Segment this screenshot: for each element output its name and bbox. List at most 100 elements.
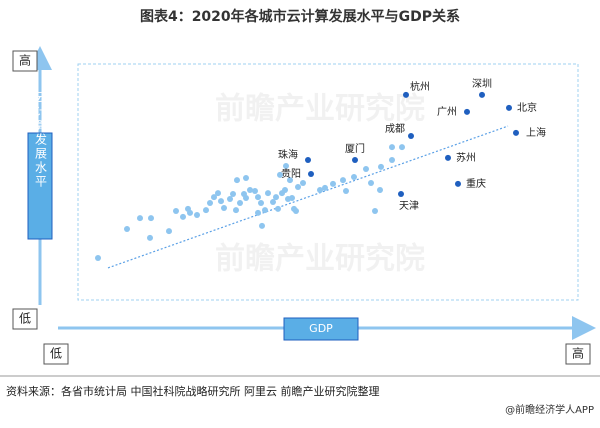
y-low-box — [12, 308, 38, 330]
source: 资料来源：各省市统计局 中国社科院战略研究所 阿里云 前瞻产业研究院整理 — [6, 384, 380, 398]
point — [180, 213, 186, 220]
point — [293, 208, 299, 215]
x-high-box — [565, 343, 591, 365]
point — [408, 132, 414, 139]
chart-title: 图表4：2020年各城市云计算发展水平与GDP关系 — [140, 8, 460, 25]
point — [513, 129, 519, 136]
point — [378, 163, 384, 170]
point — [363, 166, 369, 173]
point-label: 天津 — [399, 200, 419, 212]
point-label: 重庆 — [466, 177, 486, 190]
point — [237, 200, 243, 207]
point — [308, 170, 314, 177]
x-low-box — [43, 343, 69, 365]
point — [252, 187, 258, 194]
point — [352, 157, 358, 164]
point — [275, 205, 281, 212]
point — [166, 228, 172, 235]
point — [445, 154, 451, 161]
point — [211, 194, 217, 201]
point — [479, 91, 485, 98]
point — [243, 174, 249, 181]
x-label-box — [283, 317, 359, 341]
point — [215, 190, 221, 197]
point-label: 上海 — [526, 126, 546, 139]
point — [305, 157, 311, 164]
point — [389, 157, 395, 164]
point — [259, 222, 265, 229]
point — [398, 191, 404, 198]
point — [322, 184, 328, 191]
point — [227, 195, 233, 202]
point — [194, 212, 200, 219]
point — [255, 209, 261, 216]
point-label: 苏州 — [456, 151, 476, 164]
y-high-box — [12, 50, 38, 72]
point — [372, 208, 378, 215]
point-label: 珠海 — [278, 148, 298, 161]
point — [262, 207, 268, 214]
point — [403, 91, 409, 98]
point — [340, 177, 346, 184]
point-label: 杭州 — [410, 80, 430, 93]
point — [258, 200, 264, 207]
point — [287, 177, 293, 184]
point — [173, 208, 179, 215]
x-axis-label: GDP — [309, 322, 333, 335]
point — [234, 177, 240, 184]
point — [221, 204, 227, 211]
point-label: 深圳 — [472, 78, 492, 90]
point — [255, 194, 261, 201]
x-high: 高 — [572, 346, 584, 361]
point — [330, 180, 336, 187]
point — [351, 174, 357, 181]
point — [270, 199, 276, 206]
point-label: 贵阳 — [281, 167, 301, 180]
point-label: 北京 — [517, 101, 537, 114]
y-axis-label: 云计算发展水平 — [34, 91, 48, 189]
point — [95, 254, 101, 261]
point — [218, 198, 224, 205]
point — [230, 191, 236, 198]
point — [241, 191, 247, 198]
point — [455, 180, 461, 187]
point-label: 厦门 — [345, 142, 365, 155]
point — [377, 187, 383, 194]
point — [233, 207, 239, 214]
point — [317, 187, 323, 194]
point — [203, 207, 209, 214]
point — [247, 187, 253, 194]
point — [289, 195, 295, 202]
point — [137, 215, 143, 222]
x-low: 低 — [50, 347, 62, 361]
point-label: 成都 — [385, 123, 405, 135]
point — [124, 225, 130, 232]
point — [300, 179, 306, 186]
point — [148, 215, 154, 222]
point — [368, 179, 374, 186]
watermark: 前瞻产业研究院 — [215, 242, 425, 277]
plot-frame — [77, 63, 579, 301]
y-low: 低 — [19, 312, 31, 326]
point — [273, 194, 279, 201]
point — [283, 162, 289, 169]
point — [147, 234, 153, 241]
point — [399, 144, 405, 151]
footer: @前瞻经济学人APP — [505, 403, 594, 416]
point — [343, 187, 349, 194]
point — [464, 108, 470, 115]
y-high: 高 — [19, 53, 31, 68]
point — [389, 144, 395, 151]
watermark: 前瞻产业研究院 — [215, 92, 425, 127]
trend-line — [107, 125, 509, 269]
point — [185, 205, 191, 212]
point — [295, 183, 301, 190]
point — [207, 200, 213, 207]
y-label-box — [27, 132, 53, 240]
point-label: 广州 — [437, 106, 457, 118]
point — [277, 171, 283, 178]
point — [506, 104, 512, 111]
point — [265, 190, 271, 197]
point — [282, 187, 288, 194]
